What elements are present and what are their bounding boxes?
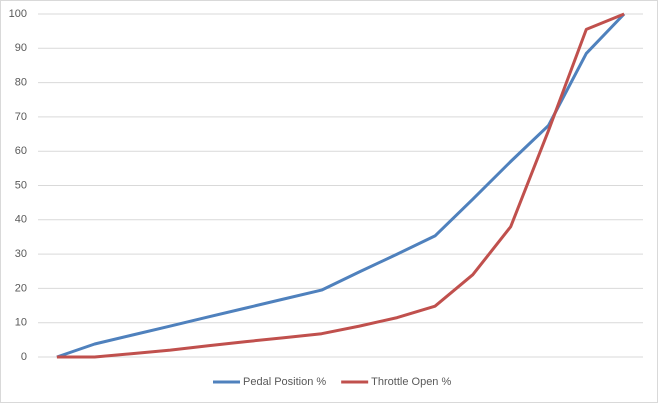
y-tick-label: 10 <box>15 317 27 329</box>
y-tick-label: 20 <box>15 282 27 294</box>
y-tick-label: 40 <box>15 214 27 226</box>
y-tick-label: 70 <box>15 111 27 123</box>
legend-label: Throttle Open % <box>371 376 451 388</box>
legend-label: Pedal Position % <box>243 376 326 388</box>
y-tick-label: 60 <box>15 145 27 157</box>
y-tick-label: 30 <box>15 248 27 260</box>
series-line <box>56 12 625 359</box>
y-tick-label: 80 <box>15 77 27 89</box>
y-tick-label: 100 <box>9 8 27 20</box>
series-line <box>56 12 626 359</box>
y-tick-label: 0 <box>21 351 27 363</box>
y-tick-label: 90 <box>15 42 27 54</box>
y-tick-label: 50 <box>15 179 27 191</box>
